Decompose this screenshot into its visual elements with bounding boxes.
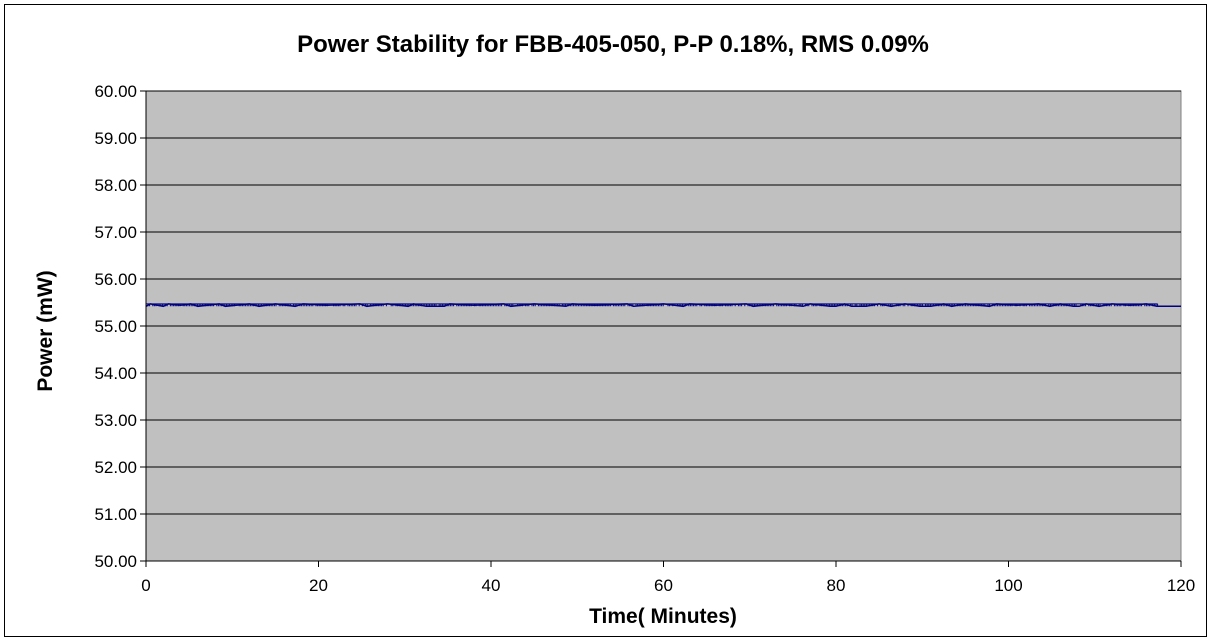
- y-tick-label: 57.00: [94, 223, 137, 242]
- y-axis-label: Power (mW): [34, 270, 57, 391]
- x-tick-label: 0: [141, 576, 150, 595]
- y-tick-label: 50.00: [94, 552, 137, 571]
- y-tick-label: 53.00: [94, 411, 137, 430]
- x-tick-label: 120: [1167, 576, 1195, 595]
- series-power-line: [145, 303, 1181, 308]
- x-tick-label: 60: [654, 576, 673, 595]
- y-tick-label: 59.00: [94, 129, 137, 148]
- x-axis-label: Time( Minutes): [589, 605, 737, 628]
- y-tick-label: 54.00: [94, 364, 137, 383]
- y-tick-label: 58.00: [94, 176, 137, 195]
- y-gridlines: [146, 90, 1181, 515]
- y-tick-label: 51.00: [94, 505, 137, 524]
- x-axis-ticks: 0 20 40 60 80 100 120: [141, 561, 1195, 595]
- x-tick-label: 20: [309, 576, 328, 595]
- x-tick-label: 40: [482, 576, 501, 595]
- x-tick-label: 100: [994, 576, 1022, 595]
- y-tick-label: 52.00: [94, 458, 137, 477]
- y-tick-label: 55.00: [94, 317, 137, 336]
- y-tick-label: 60.00: [94, 82, 137, 101]
- chart-title: Power Stability for FBB-405-050, P-P 0.1…: [297, 31, 929, 58]
- y-axis-ticks: 50.00 51.00 52.00 53.00 54.00 55.00 56.00 57.00…: [94, 82, 146, 571]
- y-tick-label: 56.00: [94, 270, 137, 289]
- x-tick-label: 80: [827, 576, 846, 595]
